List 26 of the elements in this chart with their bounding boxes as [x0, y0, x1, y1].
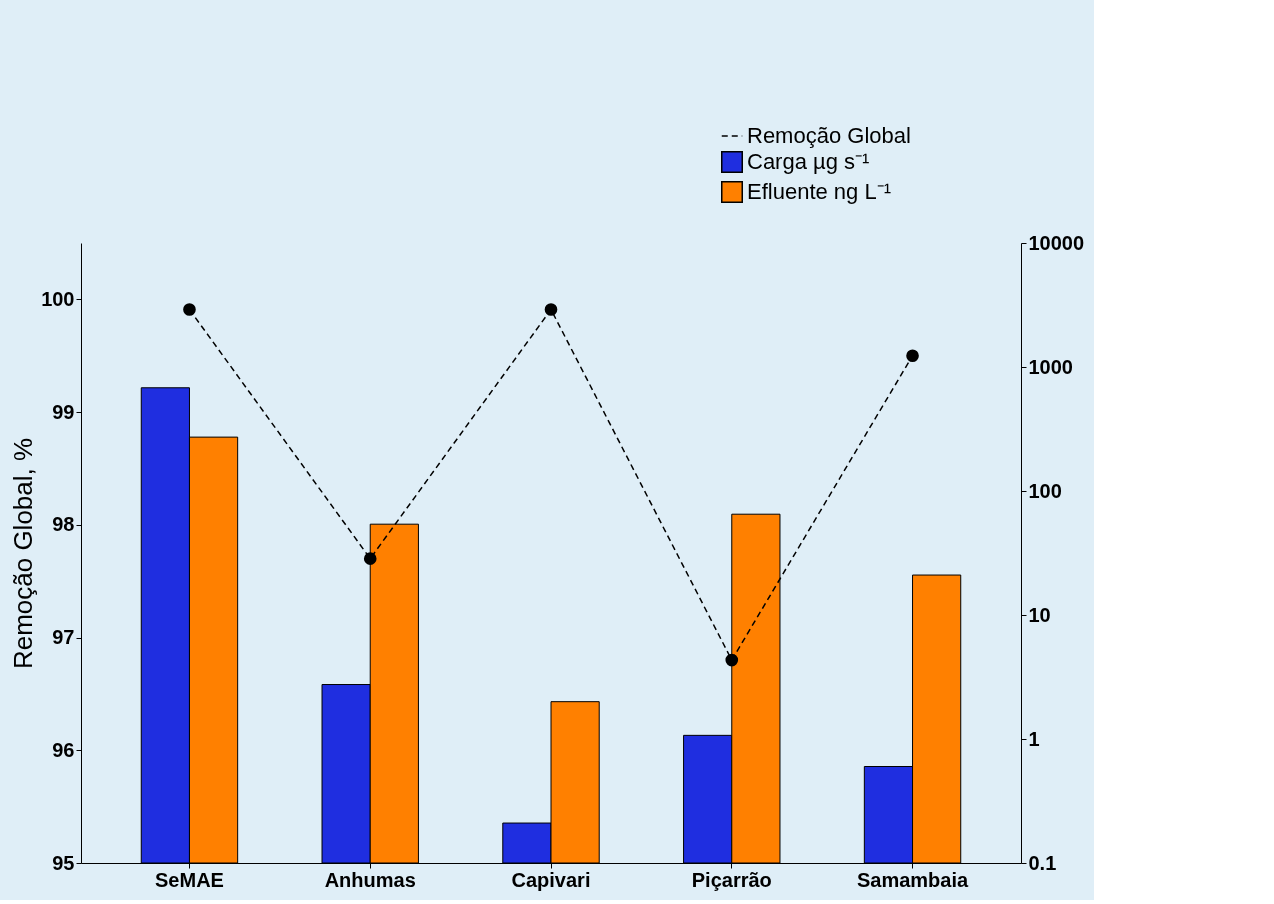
y-tick-label: 95	[52, 851, 75, 874]
point	[363, 552, 377, 565]
x-tick-label: Samambaia	[856, 868, 969, 891]
legend-label: Carga µg s⁻¹	[747, 149, 870, 174]
point	[725, 653, 739, 667]
x-tick-label: SeMAE	[155, 868, 224, 891]
legend-label: Remoção Global	[747, 123, 911, 148]
y-axis-title: Remoção Global, %	[8, 437, 39, 670]
y2-tick-label: 0.1	[1028, 851, 1057, 874]
point	[906, 349, 919, 363]
y-tick-label: 100	[41, 287, 75, 310]
y2-tick-label: 1000	[1028, 355, 1073, 378]
y-tick-label: 99	[52, 400, 75, 423]
y2-tick-label: 100	[1028, 479, 1062, 502]
legend-label: Efluente ng L⁻¹	[747, 179, 891, 204]
y2-tick-label: 1	[1028, 727, 1040, 750]
x-tick-label: Anhumas	[324, 868, 416, 891]
y-tick-label: 96	[52, 738, 75, 761]
point	[544, 303, 558, 316]
y-tick-label: 97	[52, 626, 75, 649]
point	[183, 303, 196, 316]
x-tick-label: Piçarrão	[691, 868, 772, 891]
y-tick-label: 98	[52, 513, 75, 536]
y2-tick-label: 10	[1028, 603, 1051, 626]
y2-tick-label: 10000	[1028, 231, 1085, 254]
x-tick-label: Capivari	[511, 868, 591, 891]
